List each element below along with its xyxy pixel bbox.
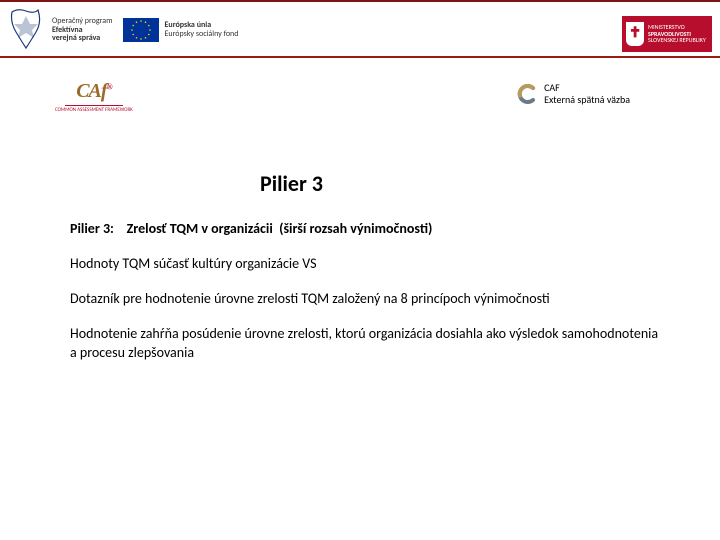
slide: Operačný program Efektívna verejná správ… bbox=[0, 0, 720, 540]
caf-c-icon bbox=[516, 83, 538, 105]
coat-of-arms-icon bbox=[626, 22, 644, 46]
sub-header: CAf® COMMON ASSESSMENT FRAMEWORK CAF Ext… bbox=[0, 70, 720, 120]
paragraph-1: Pilier 3: Zrelosť TQM v organizácii (šir… bbox=[70, 220, 660, 239]
op-logo-text: Operačný program Efektívna verejná správ… bbox=[52, 17, 113, 43]
caf-mark: CAf® bbox=[76, 80, 111, 103]
caf-right-block: CAF Externá spätná väzba bbox=[516, 82, 630, 106]
eu-text: Európska únia Európsky sociálny fond bbox=[165, 21, 239, 39]
content: Pilier 3: Zrelosť TQM v organizácii (šir… bbox=[70, 220, 660, 378]
caf-main: CA bbox=[76, 80, 101, 102]
eu-logo: Európska únia Európsky sociálny fond bbox=[123, 18, 239, 42]
ministry-logo: MINISTERSTVO SPRAVODLIVOSTI SLOVENSKEJ R… bbox=[622, 16, 712, 52]
op-logo: Operačný program Efektívna verejná správ… bbox=[8, 8, 113, 52]
caf-right-text: CAF Externá spätná väzba bbox=[544, 82, 630, 106]
page-title: Pilier 3 bbox=[260, 170, 323, 197]
ribbon-icon bbox=[8, 8, 46, 52]
caf-subtext: COMMON ASSESSMENT FRAMEWORK bbox=[55, 107, 133, 113]
op-line3: verejná správa bbox=[52, 34, 113, 43]
paragraph-2: Hodnoty TQM súčasť kultúry organizácie V… bbox=[70, 255, 660, 274]
caf-line2: Externá spätná väzba bbox=[544, 94, 630, 106]
header-rule-top bbox=[0, 0, 720, 2]
paragraph-4: Hodnotenie zahŕňa posúdenie úrovne zrelo… bbox=[70, 325, 660, 363]
caf-left-logo: CAf® COMMON ASSESSMENT FRAMEWORK bbox=[55, 80, 133, 113]
logos-row: Operačný program Efektívna verejná správ… bbox=[0, 6, 720, 54]
ministry-text: MINISTERSTVO SPRAVODLIVOSTI SLOVENSKEJ R… bbox=[648, 24, 706, 44]
eu-flag-icon bbox=[123, 18, 159, 42]
header: Operačný program Efektívna verejná správ… bbox=[0, 0, 720, 70]
ministry-line3: SLOVENSKEJ REPUBLIKY bbox=[648, 37, 706, 44]
ministry-badge: MINISTERSTVO SPRAVODLIVOSTI SLOVENSKEJ R… bbox=[622, 16, 712, 52]
eu-line2: Európsky sociálny fond bbox=[165, 30, 239, 39]
paragraph-3: Dotazník pre hodnotenie úrovne zrelosti … bbox=[70, 290, 660, 309]
header-rule-bottom bbox=[0, 56, 720, 58]
caf-underline bbox=[65, 105, 123, 106]
